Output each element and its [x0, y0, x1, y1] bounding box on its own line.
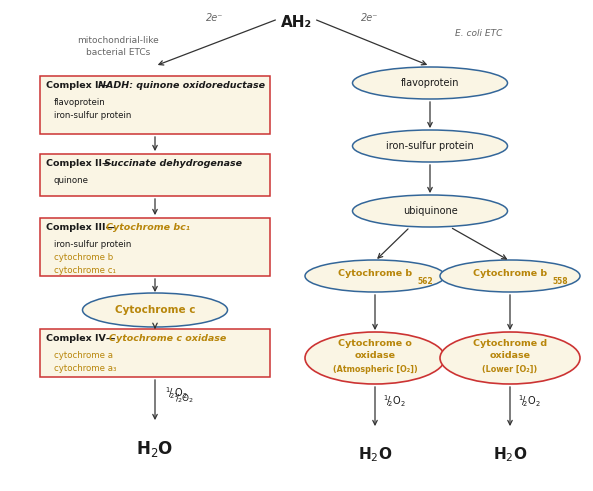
Text: H$_2$O: H$_2$O — [358, 445, 392, 464]
Text: 558: 558 — [552, 277, 568, 287]
Text: 2e⁻: 2e⁻ — [361, 13, 379, 23]
FancyBboxPatch shape — [40, 218, 270, 276]
Text: 2e⁻: 2e⁻ — [206, 13, 224, 23]
Ellipse shape — [305, 260, 445, 292]
Text: Cytochrome c oxidase: Cytochrome c oxidase — [109, 334, 227, 343]
Text: 562: 562 — [417, 277, 433, 287]
Text: Complex III—: Complex III— — [46, 223, 115, 232]
Text: oxidase: oxidase — [355, 352, 396, 360]
Text: $\mathregular{^1\!/\!_2}$O$_2$: $\mathregular{^1\!/\!_2}$O$_2$ — [383, 393, 406, 409]
Text: Succinate dehydrogenase: Succinate dehydrogenase — [104, 159, 242, 168]
Text: Cytochrome d: Cytochrome d — [473, 339, 547, 349]
Text: iron-sulfur protein: iron-sulfur protein — [54, 111, 132, 120]
FancyBboxPatch shape — [40, 329, 270, 377]
Text: (Lower [O₂]): (Lower [O₂]) — [482, 364, 538, 374]
Text: Cytochrome b: Cytochrome b — [338, 270, 412, 278]
Text: quinone: quinone — [54, 176, 89, 185]
Ellipse shape — [352, 195, 508, 227]
Text: cytochrome a₃: cytochrome a₃ — [54, 364, 116, 373]
Text: H$_2$O: H$_2$O — [493, 445, 527, 464]
Ellipse shape — [352, 130, 508, 162]
Text: Complex II—: Complex II— — [46, 159, 111, 168]
Ellipse shape — [352, 67, 508, 99]
Ellipse shape — [440, 260, 580, 292]
Text: ubiquinone: ubiquinone — [403, 206, 457, 216]
FancyBboxPatch shape — [40, 154, 270, 196]
Ellipse shape — [305, 332, 445, 384]
Text: Complex I—: Complex I— — [46, 81, 108, 90]
Text: (Atmospheric [O₂]): (Atmospheric [O₂]) — [333, 364, 417, 374]
Text: $\mathregular{^1\!/\!_2}$O$_2$: $\mathregular{^1\!/\!_2}$O$_2$ — [165, 385, 188, 401]
Text: iron-sulfur protein: iron-sulfur protein — [386, 141, 474, 151]
Text: Cytochrome c: Cytochrome c — [115, 305, 195, 315]
Text: $\mathregular{^1\!/\!_2}$O$_2$: $\mathregular{^1\!/\!_2}$O$_2$ — [173, 391, 195, 405]
Text: Cytochrome b: Cytochrome b — [473, 270, 547, 278]
Text: AH₂: AH₂ — [280, 15, 311, 30]
Text: E. coli ETC: E. coli ETC — [455, 29, 502, 38]
Text: H$_2$O: H$_2$O — [136, 439, 174, 459]
Text: cytochrome c₁: cytochrome c₁ — [54, 266, 116, 275]
Ellipse shape — [440, 332, 580, 384]
Text: iron-sulfur protein: iron-sulfur protein — [54, 240, 132, 249]
Text: NADH: quinone oxidoreductase: NADH: quinone oxidoreductase — [98, 81, 265, 90]
Text: oxidase: oxidase — [489, 352, 531, 360]
Text: Complex IV—: Complex IV— — [46, 334, 116, 343]
Text: mitochondrial-like
bacterial ETCs: mitochondrial-like bacterial ETCs — [77, 36, 159, 57]
Text: flavoprotein: flavoprotein — [401, 78, 459, 88]
Text: Cytochrome bc₁: Cytochrome bc₁ — [106, 223, 190, 232]
Text: Cytochrome o: Cytochrome o — [338, 339, 412, 349]
Text: cytochrome a: cytochrome a — [54, 351, 113, 360]
Ellipse shape — [82, 293, 228, 327]
Text: cytochrome b: cytochrome b — [54, 253, 113, 262]
FancyBboxPatch shape — [40, 76, 270, 134]
Text: $\mathregular{^1\!/\!_2}$O$_2$: $\mathregular{^1\!/\!_2}$O$_2$ — [518, 393, 541, 409]
Text: flavoprotein: flavoprotein — [54, 98, 106, 107]
